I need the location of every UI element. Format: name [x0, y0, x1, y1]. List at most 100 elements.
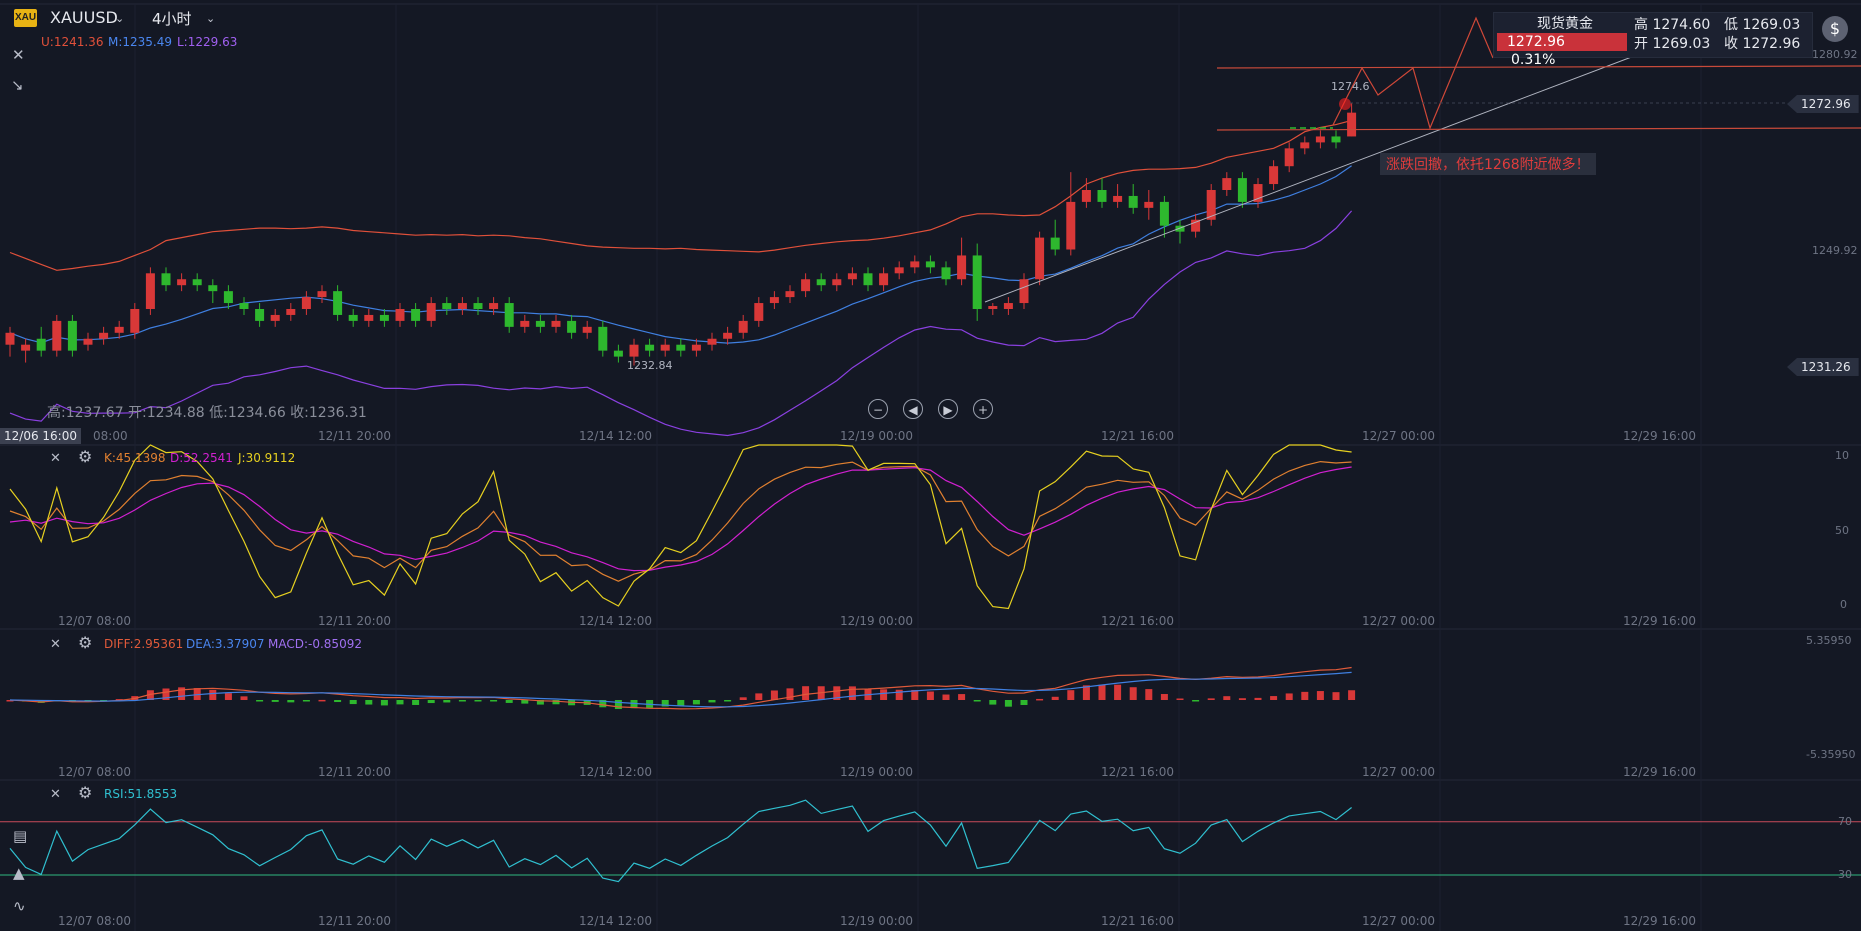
rewind-button[interactable]: ◀: [903, 399, 923, 419]
candle-body: [520, 320, 530, 327]
candle-body: [426, 303, 436, 321]
candle-body: [1097, 190, 1107, 202]
close-icon[interactable]: ✕: [50, 451, 61, 466]
candle-body: [1128, 195, 1138, 208]
indicator-icon[interactable]: ∿: [13, 897, 26, 915]
x-tick: 12/21 16:00: [1101, 765, 1174, 779]
macd-bar: [505, 700, 513, 703]
macd-bar: [1238, 698, 1246, 700]
macd-bar: [365, 700, 373, 705]
candle-body: [551, 320, 561, 327]
candle-body: [442, 303, 452, 309]
zoom-in-button[interactable]: +: [973, 399, 993, 419]
kdj-tick: 0: [1840, 598, 1847, 611]
macd-bar: [942, 694, 950, 700]
gear-icon[interactable]: ⚙: [78, 633, 93, 652]
candle-body: [1269, 166, 1279, 185]
candle-body: [1237, 178, 1247, 202]
candle-body: [925, 261, 935, 268]
candle-body: [1050, 237, 1060, 250]
close-icon[interactable]: ✕: [50, 637, 61, 652]
kdj-tick: 10: [1835, 449, 1849, 462]
candle-body: [957, 255, 967, 280]
d-line: [9, 466, 1352, 572]
x-tick: 12/07 08:00: [58, 614, 131, 628]
macd-bar: [427, 700, 435, 704]
forecast-path: [1332, 16, 1494, 130]
macd-bar: [1207, 698, 1215, 700]
close-icon[interactable]: ✕: [12, 46, 25, 64]
j-value: J:30.9112: [238, 451, 296, 465]
macd-bar: [146, 690, 154, 700]
macd-bar: [833, 686, 841, 700]
candle-body: [286, 309, 296, 315]
macd-bar: [895, 689, 903, 700]
gear-icon[interactable]: ⚙: [78, 447, 93, 466]
candle-body: [239, 303, 249, 309]
x-tick: 12/14 12:00: [579, 765, 652, 779]
trend-line: [984, 49, 1651, 303]
candle-body: [1331, 136, 1341, 143]
timeframe-selector[interactable]: 4小时: [152, 10, 192, 28]
symbol-selector[interactable]: XAUUSD: [50, 8, 118, 27]
candle-body: [5, 332, 15, 345]
candle-body: [613, 350, 623, 357]
rsi-value: RSI:51.8553: [104, 787, 178, 801]
candle-body: [145, 273, 155, 309]
candle-body: [208, 285, 218, 292]
candle-body: [832, 279, 842, 286]
macd-bar: [989, 700, 997, 705]
candle-body: [1222, 178, 1232, 190]
candle-body: [535, 320, 545, 327]
candle-body: [1175, 225, 1185, 232]
candle-body: [707, 338, 717, 345]
candle-body: [473, 303, 483, 309]
x-tick: 12/19 00:00: [840, 429, 913, 443]
macd-bar: [1160, 694, 1168, 700]
macd-bar: [1176, 698, 1184, 700]
macd-bar: [443, 700, 451, 703]
dea-line: [9, 671, 1352, 708]
candle-body: [223, 291, 233, 304]
candle-body: [645, 344, 655, 351]
rsi-tick: 70: [1838, 815, 1852, 828]
candle-body: [99, 332, 109, 339]
macd-bar: [193, 688, 201, 700]
zoom-out-button[interactable]: −: [868, 399, 888, 419]
candle-body: [504, 303, 514, 327]
dea-value: DEA:3.37907: [186, 637, 265, 651]
candle-body: [1191, 219, 1201, 232]
collapse-icon[interactable]: ↘: [11, 76, 24, 94]
candle-body: [1315, 136, 1325, 143]
macd-bar: [802, 686, 810, 700]
macd-value: MACD:-0.85092: [268, 637, 362, 651]
dollar-icon[interactable]: $: [1822, 16, 1848, 42]
candle-body: [629, 344, 639, 357]
chart-tool-icon[interactable]: ▤: [13, 827, 28, 845]
x-tick: 12/27 00:00: [1362, 765, 1435, 779]
candle-body: [598, 326, 608, 351]
chevron-down-icon[interactable]: ⌄: [115, 12, 125, 25]
chevron-down-icon[interactable]: ⌄: [206, 12, 216, 25]
forward-button[interactable]: ▶: [938, 399, 958, 419]
x-tick: 12/14 12:00: [579, 914, 652, 928]
macd-bar: [349, 700, 357, 705]
candle-body: [489, 303, 499, 309]
drawing-tool-icon[interactable]: ▲: [13, 864, 25, 882]
macd-bar: [162, 688, 170, 700]
x-tick: 12/27 00:00: [1362, 914, 1435, 928]
macd-bar: [1223, 696, 1231, 700]
macd-bar: [1067, 690, 1075, 700]
gear-icon[interactable]: ⚙: [78, 783, 93, 802]
close-icon[interactable]: ✕: [50, 787, 61, 802]
candle-body: [192, 279, 202, 286]
x-tick: 12/27 00:00: [1362, 614, 1435, 628]
macd-bar: [536, 700, 544, 705]
candle-body: [723, 332, 733, 339]
upper-band-value: U:1241.36: [41, 35, 104, 49]
macd-bar: [1082, 685, 1090, 700]
macd-bar: [958, 694, 966, 700]
candle-body: [879, 273, 889, 286]
diff-line: [9, 666, 1352, 710]
